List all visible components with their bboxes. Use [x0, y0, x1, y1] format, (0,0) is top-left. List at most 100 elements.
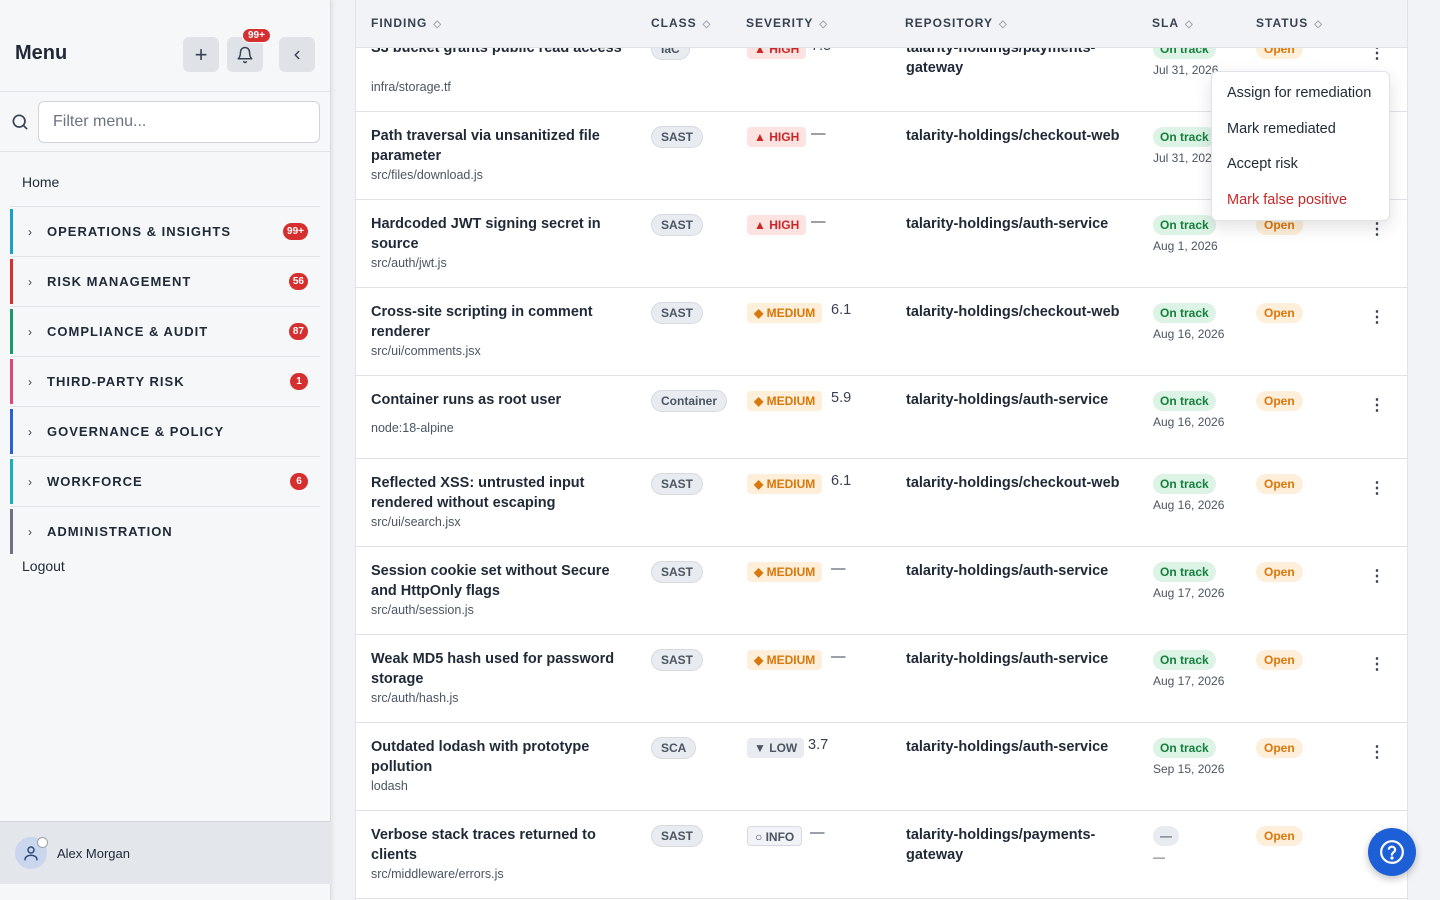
sidebar-item-administration[interactable]: › ADMINISTRATION	[10, 506, 320, 556]
column-sla[interactable]: SLA ◇	[1152, 16, 1194, 30]
sidebar-item-label: THIRD-PARTY RISK	[47, 374, 185, 389]
column-repository[interactable]: REPOSITORY ◇	[905, 16, 1008, 30]
chevron-right-icon: ›	[28, 474, 32, 489]
finding-title[interactable]: Session cookie set without Secure and Ht…	[371, 563, 610, 599]
filter-menu-input[interactable]	[38, 101, 320, 143]
finding-title[interactable]: Path traversal via unsanitized file para…	[371, 128, 600, 164]
add-button[interactable]: +	[183, 37, 219, 72]
column-finding[interactable]: FINDING ◇	[371, 16, 443, 30]
table-row[interactable]: Verbose stack traces returned to clients…	[356, 811, 1407, 899]
repository-name[interactable]: talarity-holdings/auth-service	[906, 651, 1109, 667]
logout-link[interactable]: Logout	[22, 558, 65, 574]
table-row[interactable]: Cross-site scripting in comment renderer…	[356, 288, 1407, 376]
repository-name[interactable]: talarity-holdings/checkout-web	[906, 304, 1120, 320]
row-actions-icon[interactable]: ⋮	[1369, 221, 1385, 238]
sidebar-item-label: RISK MANAGEMENT	[47, 274, 192, 289]
category-color-bar	[10, 459, 13, 504]
cvss-score: 6.1	[831, 473, 852, 489]
sort-icon: ◇	[702, 19, 712, 30]
sla-status-badge: On track	[1153, 562, 1216, 582]
cvss-score: 5.9	[831, 390, 852, 406]
sidebar-item-governance-policy[interactable]: › GOVERNANCE & POLICY	[10, 406, 320, 456]
sla-due-date: Aug 1, 2026	[1153, 239, 1218, 253]
sidebar-item-workforce[interactable]: › WORKFORCE 6	[10, 456, 320, 506]
finding-path: src/middleware/errors.js	[371, 867, 504, 881]
severity-badge: ▼ LOW	[747, 738, 805, 758]
severity-icon: ◆	[754, 394, 764, 408]
row-actions-icon[interactable]: ⋮	[1369, 568, 1385, 585]
nav-home[interactable]: Home	[22, 174, 60, 190]
row-actions-icon[interactable]: ⋮	[1369, 45, 1385, 62]
class-badge: SAST	[651, 473, 704, 495]
finding-title[interactable]: Cross-site scripting in comment renderer	[371, 304, 593, 340]
sidebar-item-label: OPERATIONS & INSIGHTS	[47, 224, 231, 239]
chevron-left-icon	[294, 50, 300, 59]
table-row[interactable]: Outdated lodash with prototype pollution…	[356, 723, 1407, 811]
sort-icon: ◇	[999, 19, 1008, 30]
severity-label: HIGH	[769, 218, 800, 232]
column-status[interactable]: STATUS ◇	[1256, 16, 1323, 30]
collapse-sidebar-button[interactable]	[279, 37, 315, 72]
menu-item-assign[interactable]: Assign for remediation	[1227, 85, 1372, 101]
sidebar-item-operations-insights[interactable]: › OPERATIONS & INSIGHTS 99+	[10, 206, 320, 256]
row-actions-icon[interactable]: ⋮	[1369, 480, 1385, 497]
severity-label: MEDIUM	[766, 477, 816, 491]
cvss-score: —	[811, 214, 826, 230]
table-row[interactable]: Reflected XSS: untrusted input rendered …	[356, 459, 1407, 547]
status-badge: Open	[1256, 650, 1303, 670]
sla-status-badge: On track	[1153, 738, 1216, 758]
finding-title[interactable]: Weak MD5 hash used for password storage	[371, 651, 615, 687]
severity-icon: ▼	[754, 741, 766, 755]
status-badge: Open	[1256, 303, 1303, 323]
finding-title[interactable]: Hardcoded JWT signing secret in source	[371, 216, 601, 252]
finding-path: infra/storage.tf	[371, 80, 451, 94]
finding-title[interactable]: Verbose stack traces returned to clients	[371, 827, 596, 863]
sla-due-date: Aug 17, 2026	[1153, 674, 1225, 688]
bell-icon	[237, 46, 253, 63]
sla-status-badge: On track	[1153, 127, 1216, 147]
column-class[interactable]: CLASS ◇	[651, 16, 712, 30]
finding-title[interactable]: Container runs as root user	[371, 392, 562, 408]
category-color-bar	[10, 309, 13, 354]
repository-name[interactable]: talarity-holdings/checkout-web	[906, 475, 1120, 491]
sidebar-header: Menu + 99+	[0, 0, 330, 92]
sidebar-item-risk-management[interactable]: › RISK MANAGEMENT 56	[10, 256, 320, 306]
severity-icon: ▲	[754, 42, 766, 56]
row-actions-icon[interactable]: ⋮	[1369, 397, 1385, 414]
finding-title[interactable]: Reflected XSS: untrusted input rendered …	[371, 475, 585, 511]
sla-status-badge: —	[1153, 826, 1179, 846]
row-actions-icon[interactable]: ⋮	[1369, 309, 1385, 326]
table-header: FINDING ◇ CLASS ◇ SEVERITY ◇ REPOSITORY ◇ SL…	[356, 0, 1407, 48]
repository-name[interactable]: talarity-holdings/auth-service	[906, 392, 1109, 408]
sort-icon: ◇	[1185, 19, 1194, 30]
severity-badge: ○ INFO	[747, 826, 803, 846]
repository-name[interactable]: talarity-holdings/payments-gateway	[906, 827, 1096, 863]
repository-name[interactable]: talarity-holdings/auth-service	[906, 216, 1109, 232]
sidebar-item-third-party-risk[interactable]: › THIRD-PARTY RISK 1	[10, 356, 320, 406]
sidebar-item-label: COMPLIANCE & AUDIT	[47, 324, 209, 339]
menu-item-mark-remediated[interactable]: Mark remediated	[1227, 120, 1336, 137]
severity-label: INFO	[765, 830, 795, 844]
repository-name[interactable]: talarity-holdings/auth-service	[906, 563, 1109, 579]
severity-badge: ◆ MEDIUM	[747, 650, 823, 670]
table-row[interactable]: Session cookie set without Secure and Ht…	[356, 547, 1407, 635]
severity-label: MEDIUM	[766, 394, 816, 408]
table-row[interactable]: Container runs as root user node:18-alpin…	[356, 376, 1407, 459]
menu-item-false-positive[interactable]: Mark false positive	[1227, 191, 1348, 208]
repository-name[interactable]: talarity-holdings/auth-service	[906, 739, 1109, 755]
finding-title[interactable]: Outdated lodash with prototype pollution	[371, 739, 590, 775]
sidebar-item-compliance-audit[interactable]: › COMPLIANCE & AUDIT 87	[10, 306, 320, 356]
repository-name[interactable]: talarity-holdings/checkout-web	[906, 128, 1120, 144]
sla-status-badge: On track	[1153, 391, 1216, 411]
cvss-score: —	[831, 649, 846, 665]
row-actions-icon[interactable]: ⋮	[1369, 656, 1385, 673]
row-actions-icon[interactable]: ⋮	[1369, 744, 1385, 761]
class-badge: SAST	[651, 302, 704, 324]
column-severity[interactable]: SEVERITY ◇	[746, 16, 829, 30]
help-button[interactable]	[1368, 828, 1416, 876]
user-footer[interactable]: Alex Morgan	[0, 821, 331, 884]
menu-item-accept-risk[interactable]: Accept risk	[1227, 156, 1298, 172]
severity-icon: ◆	[754, 653, 764, 667]
table-row[interactable]: Weak MD5 hash used for password storage s…	[356, 635, 1407, 723]
class-badge: SAST	[651, 825, 704, 847]
